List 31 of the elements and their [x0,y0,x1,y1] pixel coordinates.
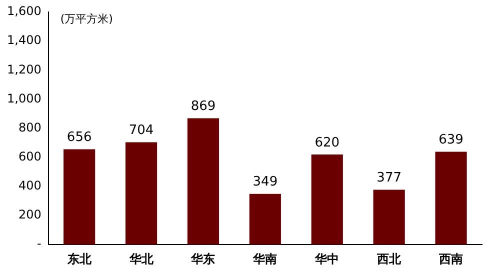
x-tick-label: 东北 [66,252,92,266]
y-tick-label: 600 [18,150,42,164]
data-label: 349 [252,174,278,190]
data-label: 620 [314,135,340,150]
bar [187,118,220,245]
y-tick-label: 400 [18,178,42,193]
x-tick-label: 华东 [190,252,216,266]
bar [125,142,158,245]
y-tick-label: 1,400 [6,33,42,48]
data-label: 869 [190,99,216,114]
data-label: 639 [438,132,464,148]
x-tick-label: 华北 [128,252,154,266]
y-tick-label: - [37,236,42,251]
bar [435,152,467,245]
y-tick-label: 200 [18,208,42,222]
bar [64,149,96,245]
x-tick-label: 西北 [376,252,402,266]
data-label: 377 [376,170,402,186]
y-axis-title: (万平方米) [60,12,113,26]
y-tick-label: 1,600 [6,4,42,18]
y-tick-label: 800 [18,120,42,134]
y-tick-label: 1,000 [6,91,42,106]
bar [373,190,405,245]
x-tick-label: 西南 [438,252,464,266]
x-tick-label: 华中 [314,252,340,266]
x-tick-label: 华南 [252,252,278,266]
bar [311,154,343,245]
bar [249,194,281,245]
data-label: 656 [66,130,92,146]
y-tick-label: 1,200 [6,62,42,76]
data-label: 704 [128,123,154,138]
